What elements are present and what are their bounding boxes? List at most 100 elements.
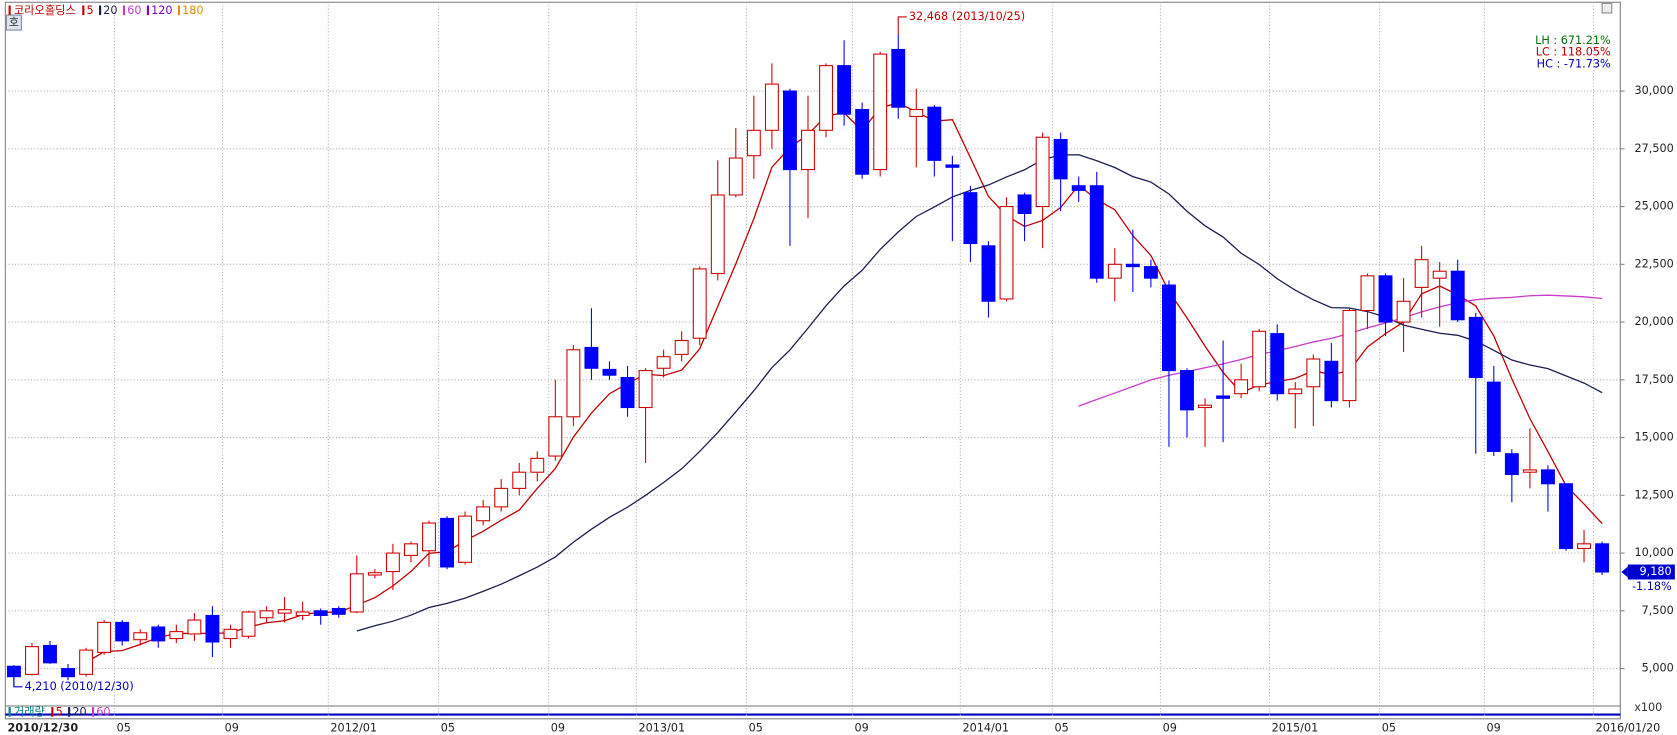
y-tick-label: 20,000 (1635, 315, 1674, 328)
candle-body (385, 552, 400, 573)
candle-body (873, 53, 888, 171)
legend-marker (51, 707, 54, 717)
candle-body (313, 610, 328, 616)
candle-body (764, 83, 779, 131)
candle-body (1559, 483, 1573, 549)
candle-body (1504, 453, 1519, 476)
volume-legend-title: 거래량 (14, 705, 45, 718)
candle-body (855, 108, 870, 175)
annotation-arrow (897, 16, 907, 35)
panel-button-label: 호 (9, 16, 19, 29)
candle-body (1198, 404, 1212, 409)
candle-body (1288, 388, 1303, 395)
x-tick-label: 05 (117, 721, 131, 734)
candle-body (1468, 316, 1483, 379)
candle-body (241, 611, 256, 637)
x-tick-label: 2016/01/20 (1596, 721, 1661, 734)
legend-marker (177, 5, 181, 16)
candle-body (1234, 379, 1249, 395)
x-tick-label: 09 (225, 721, 239, 734)
x-tick-label: 2014/01 (962, 721, 1009, 734)
x-tick-label: 05 (1382, 721, 1396, 734)
candle-body (1143, 266, 1158, 279)
candle-body (1216, 395, 1231, 399)
scroll-up[interactable] (1601, 2, 1613, 14)
volume-panel (4, 705, 1621, 720)
candle-body (458, 515, 473, 563)
stat-label: LH : 671.21% (1535, 34, 1611, 47)
annotation-label: 32,468 (2013/10/25) (909, 10, 1025, 23)
candle-body (1540, 469, 1555, 485)
candle-body (1089, 185, 1104, 279)
candle-body (1035, 136, 1050, 208)
candle-body (1161, 284, 1176, 372)
y-tick-label: 10,000 (1635, 546, 1674, 559)
x-tick-label: 09 (1487, 721, 1501, 734)
moving-average-line (356, 154, 1603, 632)
candle-body (61, 668, 75, 678)
x-tick-label: 2010/12/30 (7, 721, 78, 734)
y-tick-label: 5,000 (1642, 662, 1674, 675)
candle-body (909, 108, 924, 117)
candle-body (1450, 270, 1465, 321)
candle-body (1180, 370, 1194, 411)
candle-body (1378, 275, 1393, 323)
candle-body (891, 48, 906, 108)
candle-body (151, 626, 166, 642)
price-tag-label: 9,180 (1640, 565, 1672, 578)
y-tick-label: 22,500 (1635, 257, 1674, 270)
legend-marker (8, 707, 11, 717)
candle-body (746, 129, 761, 157)
candle-body (674, 340, 689, 355)
x-tick-label: 09 (855, 721, 869, 734)
legend-label: 5 (87, 4, 94, 17)
y-tick-label: 12,500 (1635, 488, 1674, 501)
candle-body (295, 611, 310, 616)
legend-marker (91, 707, 95, 717)
candle-body (187, 619, 202, 635)
candle-body (1342, 309, 1357, 402)
candle-body (422, 522, 436, 552)
candle-body (584, 346, 599, 369)
candle-body (819, 65, 833, 131)
candle-body (367, 572, 382, 576)
candle-body (620, 376, 635, 409)
candle-body (512, 471, 527, 489)
candle-body (1017, 194, 1032, 215)
candle-body (205, 614, 220, 643)
candle-body (1360, 275, 1375, 312)
legend-marker (82, 5, 85, 16)
candle-body (1432, 270, 1447, 279)
x-tick-label: 2013/01 (639, 721, 686, 734)
y-tick-label: 25,000 (1635, 200, 1674, 213)
candle-body (169, 631, 184, 640)
legend-marker (8, 5, 11, 16)
candle-body (638, 370, 653, 409)
x-tick-label: 2015/01 (1272, 721, 1319, 734)
candle-body (999, 206, 1014, 300)
candle-body (1107, 263, 1122, 279)
panel-button[interactable] (5, 14, 22, 31)
candle-body (223, 628, 238, 640)
price-tag (1627, 564, 1675, 580)
x-tick-label: 05 (441, 721, 455, 734)
candle-body (115, 621, 130, 642)
candle-body (1071, 185, 1086, 191)
legend-marker (68, 707, 71, 717)
candle-body (692, 268, 707, 339)
legend-marker (146, 5, 149, 16)
candle-body (602, 368, 617, 376)
candle-body (1414, 259, 1429, 288)
annotation-arrow (13, 669, 23, 688)
candle-body (349, 573, 364, 613)
x-tick-label: 2012/01 (330, 721, 377, 734)
volume-legend-label: 5 (56, 705, 63, 718)
legend-title: 코라오홀딩스 (14, 4, 76, 17)
legend-label: 60 (127, 4, 141, 17)
candle-body (440, 517, 454, 568)
candle-body (1486, 381, 1501, 452)
legend-label: 180 (182, 4, 203, 17)
stat-label: LC : 118.05% (1536, 46, 1611, 59)
candle-body (97, 621, 112, 653)
